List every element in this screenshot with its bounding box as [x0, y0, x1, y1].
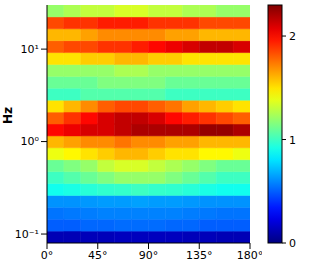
- svg-text:0: 0: [289, 237, 296, 250]
- svg-text:180°: 180°: [237, 249, 262, 262]
- svg-text:90°: 90°: [139, 249, 159, 262]
- svg-text:0°: 0°: [41, 249, 54, 262]
- svg-text:2: 2: [289, 30, 296, 43]
- svg-text:45°: 45°: [88, 249, 108, 262]
- svg-text:Hz: Hz: [8, 107, 15, 124]
- svg-text:1: 1: [289, 134, 296, 147]
- svg-text:10¹: 10¹: [21, 43, 39, 56]
- svg-text:135°: 135°: [186, 249, 213, 262]
- svg-text:10⁻¹: 10⁻¹: [15, 228, 39, 241]
- svg-text:10⁰: 10⁰: [21, 135, 40, 148]
